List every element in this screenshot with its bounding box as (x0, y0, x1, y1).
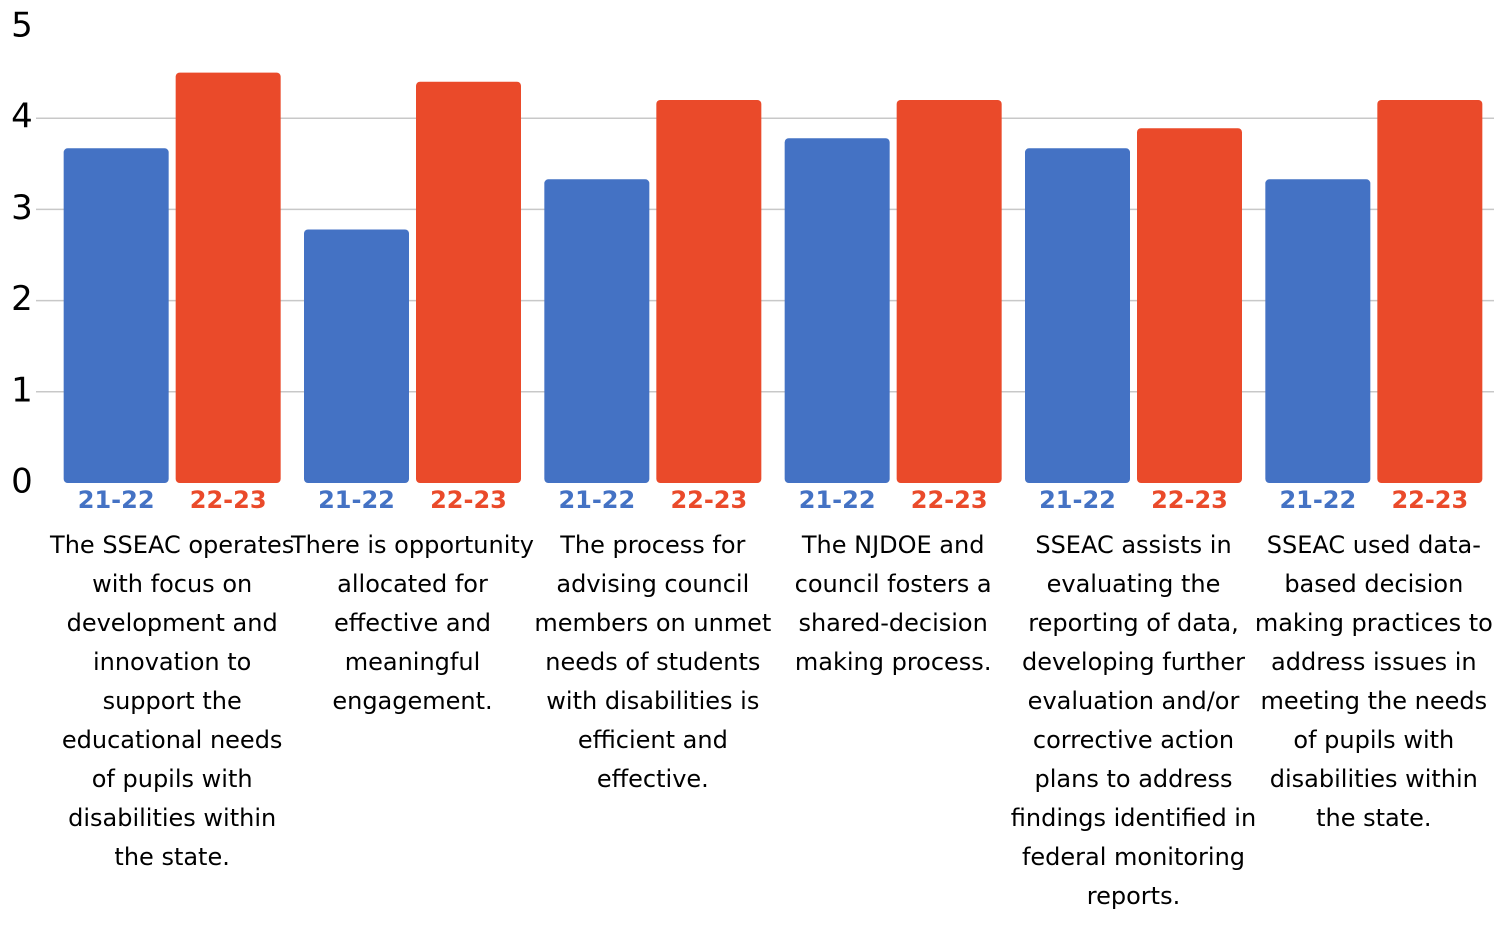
bar (544, 179, 650, 483)
category-label: The SSEAC operates with focus on develop… (50, 531, 295, 871)
bar (896, 99, 1002, 484)
bar (1265, 179, 1371, 483)
bar (175, 72, 281, 483)
category-label: The process for advising council members… (534, 531, 772, 793)
series-label: 22-23 (190, 486, 267, 514)
series-label: 21-22 (799, 486, 876, 514)
y-tick-label: 2 (11, 279, 33, 319)
series-label: 21-22 (558, 486, 635, 514)
series-label: 21-22 (1039, 486, 1116, 514)
category-label: There is opportunity allocated for effec… (291, 531, 534, 715)
series-label: 22-23 (1151, 486, 1228, 514)
y-tick-label: 0 (11, 462, 33, 502)
series-label: 21-22 (318, 486, 395, 514)
y-tick-label: 5 (11, 6, 33, 46)
y-tick-label: 1 (11, 370, 33, 410)
series-label: 22-23 (911, 486, 988, 514)
bar (1025, 148, 1130, 483)
bar (63, 148, 169, 483)
category-label: SSEAC used data-based decision making pr… (1254, 531, 1493, 832)
series-label: 21-22 (78, 486, 155, 514)
series-label: 22-23 (1391, 486, 1468, 514)
category-label: The NJDOE and council fosters a shared-d… (794, 531, 992, 676)
bar (416, 81, 521, 483)
series-label: 22-23 (670, 486, 747, 514)
bar (304, 229, 409, 483)
bar (1377, 99, 1483, 484)
y-tick-label: 3 (11, 188, 33, 228)
y-tick-label: 4 (11, 97, 33, 137)
bar (784, 138, 890, 483)
series-label: 21-22 (1279, 486, 1356, 514)
bar (1137, 128, 1242, 483)
category-label: SSEAC assists in evaluating the reportin… (1010, 531, 1257, 910)
bar (656, 99, 762, 484)
series-label: 22-23 (430, 486, 507, 514)
